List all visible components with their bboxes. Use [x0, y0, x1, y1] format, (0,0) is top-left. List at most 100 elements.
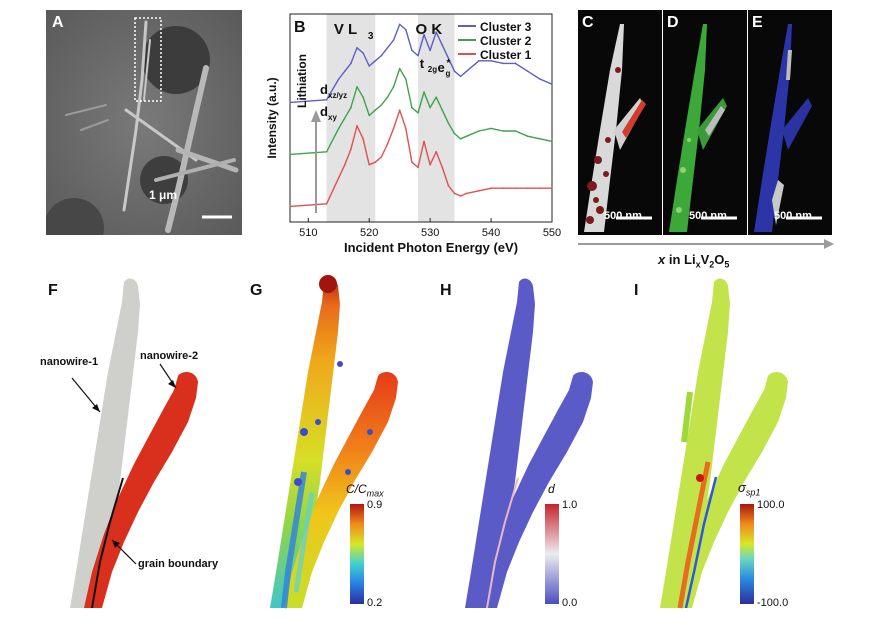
series-point: [502, 62, 505, 65]
series-point: [362, 138, 364, 140]
region-label-v-l3-sub: 3: [368, 31, 374, 42]
series-point: [337, 78, 340, 80]
series-point: [435, 151, 438, 153]
series-point: [404, 127, 407, 130]
series-point: [423, 91, 425, 93]
series-point: [453, 70, 456, 72]
series-point: [539, 138, 541, 140]
series-point: [344, 117, 346, 119]
peak-label-eg-sup: *: [446, 58, 450, 69]
panel-h-colorbar-min: 0.0: [562, 597, 578, 609]
series-point: [350, 106, 352, 109]
series-point: [423, 140, 425, 143]
series-point: [289, 153, 291, 156]
series-point: [526, 187, 529, 189]
series-point: [453, 132, 456, 135]
series-point: [362, 96, 364, 98]
label-nanowire-1: nanowire-1: [40, 356, 99, 368]
x-tick-label: 530: [421, 227, 439, 239]
series-point: [459, 75, 462, 78]
series-point: [417, 112, 419, 114]
shaded-region-2: [417, 14, 455, 222]
series-point: [514, 62, 517, 65]
series-point: [337, 177, 340, 179]
panel-b-spectrum-chart: 510 520 530 540 550 Incident Photon Energy (e…: [265, 13, 561, 255]
series-point: [362, 52, 364, 54]
panel-c-letter: C: [582, 14, 594, 31]
peak-label-dxz-yz: d: [320, 82, 328, 97]
series-point: [551, 140, 553, 143]
panel-c-map: [578, 10, 662, 235]
series-point: [417, 54, 419, 57]
series-point: [386, 47, 389, 49]
series-point: [325, 99, 328, 101]
panel-i-colorbar-max: 100.0: [757, 499, 785, 511]
series-point: [514, 187, 517, 189]
series-point: [441, 44, 444, 46]
legend-label-1: Cluster 3: [480, 20, 532, 34]
panel-c-scale-label: 500 nm: [604, 210, 642, 222]
series-point: [386, 143, 389, 145]
peak-label-eg: e: [437, 60, 444, 75]
series-point: [398, 67, 401, 70]
peak-label-dxy-sub: xy: [328, 113, 337, 122]
series-point: [490, 127, 492, 130]
series-point: [344, 70, 346, 72]
panel-e-scale-label: 500 nm: [774, 210, 812, 222]
lithiation-label: Lithiation: [295, 54, 309, 108]
x-tick-label: 520: [360, 227, 378, 239]
series-point: [289, 101, 291, 104]
series-point: [502, 187, 505, 189]
series-point: [411, 161, 413, 163]
lithiation-axis-arrow: [578, 239, 834, 249]
peak-label-dxz-yz-sub: xz/yz: [328, 91, 347, 100]
series-point: [502, 130, 505, 132]
panel-a-scale-label: 1 μm: [149, 188, 178, 202]
panel-h-colorbar-title: d: [548, 482, 555, 496]
series-point: [447, 122, 450, 124]
series-point: [429, 49, 431, 52]
series-point: [356, 86, 358, 88]
series-point: [478, 190, 480, 192]
series-point: [459, 195, 462, 197]
panel-h-damage-map: [465, 278, 593, 609]
series-point: [551, 83, 553, 85]
series-point: [374, 109, 377, 111]
series-point: [337, 127, 340, 130]
y-axis-label: Intensity (a.u.): [265, 77, 279, 158]
legend-label-2: Cluster 2: [480, 34, 532, 48]
panel-i-colorbar-title: σsp1: [738, 480, 761, 498]
panel-g-colorbar-min: 0.2: [367, 597, 383, 609]
panel-f-schematic: [70, 278, 198, 609]
panel-g-letter: G: [250, 282, 263, 299]
series-point: [404, 78, 407, 80]
panel-g-colorbar-max: 0.9: [367, 499, 383, 511]
series-point: [368, 114, 371, 117]
panel-b-letter: B: [294, 19, 306, 36]
series-point: [289, 205, 291, 208]
panel-g-colorbar-title: C/Cmax: [346, 482, 384, 499]
panel-h-colorbar-max: 1.0: [562, 499, 578, 511]
x-tick-label: 540: [482, 227, 500, 239]
panel-a-letter: A: [52, 14, 64, 31]
x-tick-label: 510: [299, 227, 317, 239]
series-point: [429, 164, 431, 166]
series-point: [374, 60, 377, 62]
series-point: [539, 78, 541, 80]
series-point: [429, 106, 431, 109]
panel-g-concentration-map: [270, 275, 398, 609]
series-point: [490, 60, 492, 62]
series-point: [404, 28, 407, 31]
series-point: [356, 47, 358, 49]
peak-label-t2g-sub: 2g: [428, 65, 437, 74]
series-point: [478, 130, 480, 132]
legend-label-3: Cluster 1: [480, 48, 532, 62]
series-point: [368, 65, 371, 67]
series-point: [441, 166, 444, 169]
peak-label-t2g: t: [420, 56, 425, 71]
panel-d-letter: D: [667, 14, 679, 31]
panel-e-map: [748, 10, 832, 235]
series-point: [386, 96, 389, 98]
region-label-o-k: O K: [416, 21, 443, 38]
series-point: [447, 184, 450, 187]
